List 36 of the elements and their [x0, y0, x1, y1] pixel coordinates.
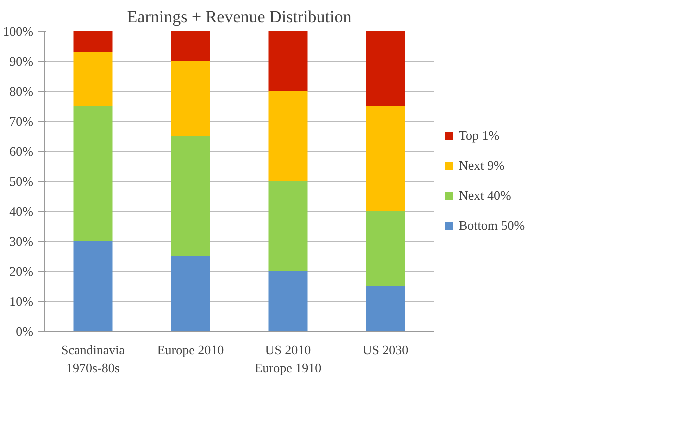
y-tick-label: 40% [10, 204, 34, 219]
y-tick-label: 20% [10, 264, 34, 279]
bar [268, 272, 308, 332]
bar [268, 32, 308, 92]
legend-label: Bottom 50% [459, 218, 526, 234]
bar [366, 212, 406, 286]
y-tick-label: 30% [10, 234, 34, 249]
y-tick-label: 80% [10, 84, 34, 99]
chart-title: Earnings + Revenue Distribution [127, 8, 352, 26]
y-tick-label: 90% [10, 54, 34, 69]
bar [171, 136, 210, 256]
legend-label: Top 1% [459, 128, 500, 144]
x-tick-label: Europe 2010 [157, 342, 224, 358]
bar [74, 32, 113, 52]
bar [366, 106, 406, 212]
y-tick-label: 50% [10, 174, 34, 189]
legend-label: Next 40% [459, 188, 512, 204]
bar [74, 52, 113, 106]
bar [74, 242, 113, 332]
bar [171, 32, 210, 62]
bar [171, 256, 210, 332]
bar [74, 106, 113, 242]
y-tick-label: 60% [10, 144, 34, 159]
bar [268, 92, 308, 182]
bar [366, 286, 406, 332]
x-tick-label: Scandinavia 1970s-80s [61, 342, 126, 376]
x-tick-label: US 2030 [362, 342, 409, 358]
x-tick-label: US 2010 Europe 1910 [254, 342, 322, 376]
y-tick-label: 100% [3, 24, 34, 39]
y-tick-label: 70% [10, 114, 34, 129]
bar [268, 182, 308, 272]
y-tick-label: 10% [10, 294, 34, 309]
y-tick-label: 0% [16, 324, 34, 339]
legend-label: Next 9% [459, 158, 505, 174]
bar [366, 32, 406, 106]
bar [171, 62, 210, 136]
